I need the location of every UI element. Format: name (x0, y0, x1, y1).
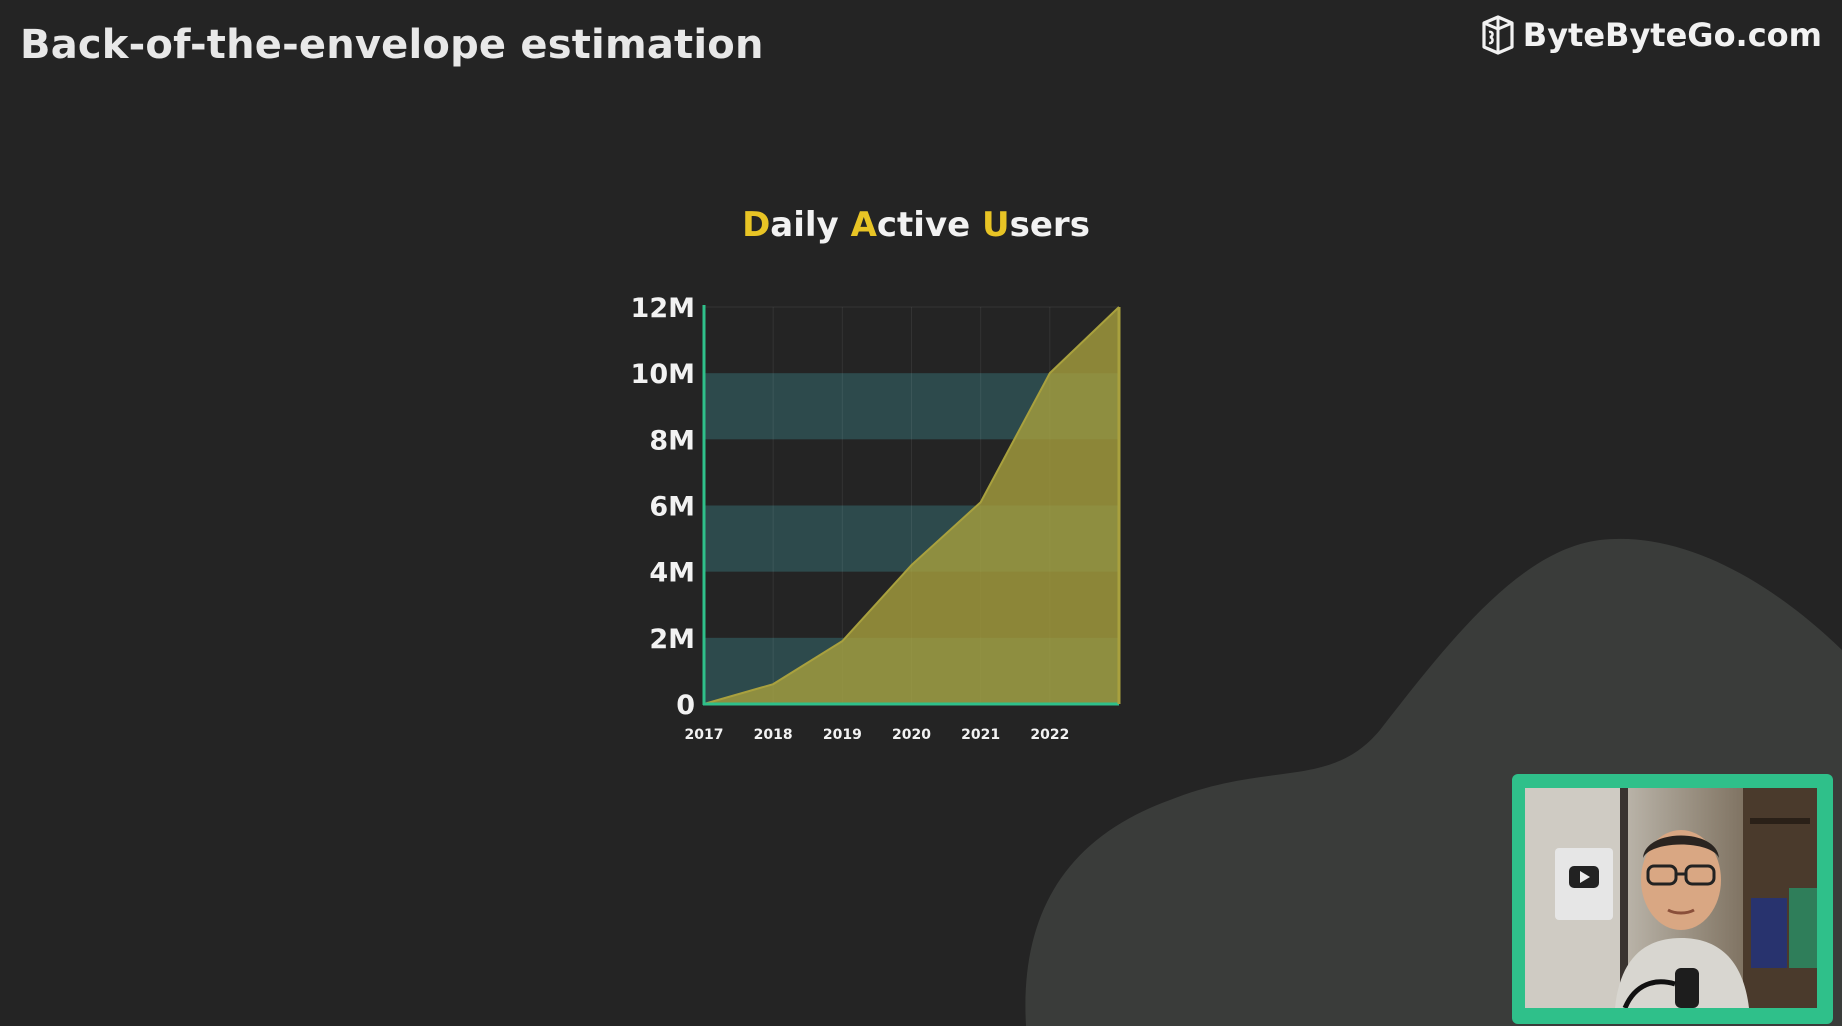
x-tick-label: 2018 (754, 727, 793, 743)
chart-title-part: D (742, 205, 770, 245)
dau-area (704, 307, 1119, 704)
y-tick-label: 4M (649, 558, 695, 589)
x-tick-label: 2022 (1030, 727, 1069, 743)
chart-title: Daily Active Users (742, 205, 1090, 245)
y-tick-label: 6M (649, 492, 695, 523)
chart-title-part: U (982, 205, 1010, 245)
brand-name: ByteByteGo.com (1522, 16, 1822, 54)
presenter-video (1525, 788, 1817, 1008)
y-tick-label: 0 (676, 690, 695, 721)
chart-title-part: ctive (877, 205, 982, 245)
y-tick-labels: 0 2M 4M 6M 8M 10M 12M (631, 293, 695, 721)
chart-title-part: A (851, 205, 878, 245)
presenter-video-frame (1512, 774, 1833, 1024)
x-tick-label: 2021 (961, 727, 1000, 743)
chart-area-layer (703, 306, 1120, 705)
bytebytego-logo-icon (1482, 15, 1514, 55)
presenter-video-thumbnail-icon (1525, 788, 1817, 1008)
page-title: Back-of-the-envelope estimation (20, 22, 764, 68)
dau-line (703, 306, 1120, 705)
y-tick-label: 8M (649, 425, 695, 456)
y-tick-label: 2M (649, 624, 695, 655)
y-tick-label: 12M (631, 293, 695, 324)
x-tick-labels: 2017 2018 2019 2020 2021 2022 (685, 727, 1070, 743)
chart-title-part: aily (770, 205, 850, 245)
x-tick-label: 2017 (685, 727, 724, 743)
x-tick-label: 2019 (823, 727, 862, 743)
chart-title-part: sers (1010, 205, 1090, 245)
x-tick-label: 2020 (892, 727, 931, 743)
brand: ByteByteGo.com (1481, 14, 1822, 56)
y-tick-label: 10M (631, 359, 695, 390)
chart-axes (702, 305, 1121, 706)
